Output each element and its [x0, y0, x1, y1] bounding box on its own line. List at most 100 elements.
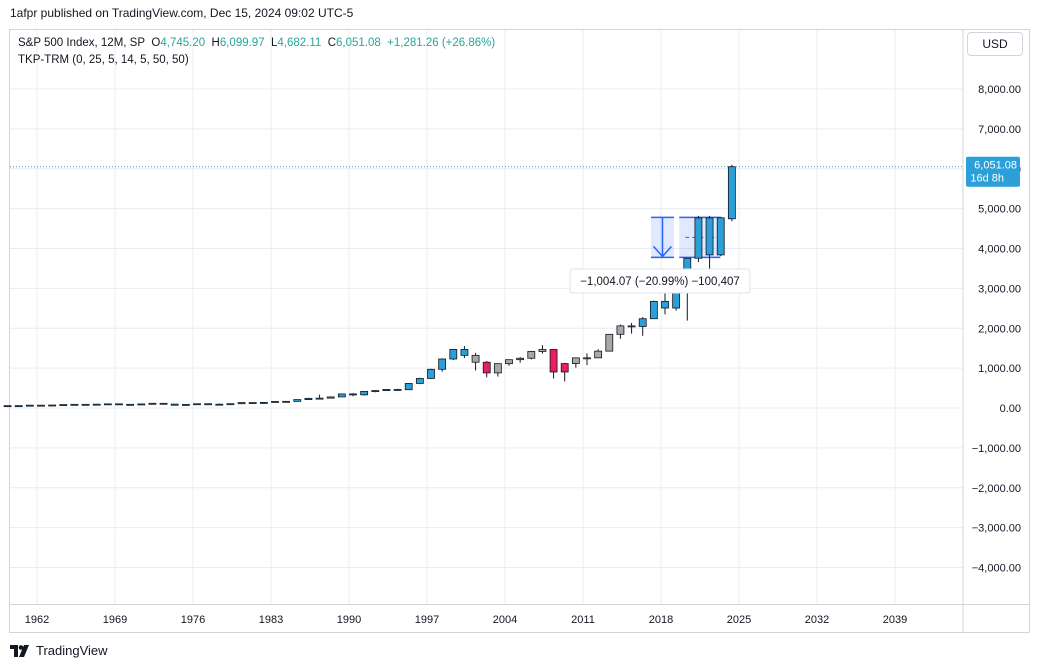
candle-body	[549, 349, 558, 373]
measure-label: −1,004.07 (−20.99%) −100,407	[569, 268, 751, 294]
legend-low-label: L	[270, 37, 278, 49]
candle-body	[193, 403, 201, 406]
legend-high-label: H	[211, 37, 220, 49]
candle-body	[3, 405, 12, 408]
x-tick-label: 2011	[571, 614, 595, 626]
candle-body	[505, 359, 513, 365]
candle-body	[103, 403, 112, 406]
candle-body	[259, 402, 268, 404]
candles	[3, 164, 736, 408]
candle-body	[571, 357, 580, 364]
price-axis: 8,000.007,000.006,000.005,000.004,000.00…	[962, 30, 1021, 632]
candle-body	[59, 404, 68, 407]
candle-body	[482, 361, 491, 374]
candle-body	[360, 390, 369, 396]
candle-body	[516, 357, 525, 361]
candle-body	[583, 357, 591, 360]
candle-body	[14, 405, 23, 408]
candle-body	[527, 351, 536, 359]
candle-body	[560, 363, 569, 373]
candle-body	[337, 393, 346, 398]
x-tick-label: 1976	[181, 614, 205, 626]
candle-body	[460, 349, 469, 356]
candle-body	[215, 403, 224, 406]
last-price-value: 6,051.08	[974, 160, 1017, 172]
y-tick-label: 1,000.00	[978, 363, 1021, 375]
candle-body	[694, 217, 703, 259]
candle-body	[404, 383, 413, 391]
measure-label-text: −1,004.07 (−20.99%) −100,407	[580, 276, 740, 288]
y-tick-label: 3,000.00	[978, 283, 1021, 295]
candle-body	[126, 403, 135, 406]
candle-body	[382, 389, 391, 392]
candle-body	[271, 401, 279, 403]
time-axis: 1962 1969 1976 1983 1990 1997 2004 2011 2018 2025…	[10, 604, 1030, 626]
y-tick-label: 5,000.00	[978, 204, 1021, 216]
x-tick-label: 1990	[337, 614, 361, 626]
candle-body	[70, 403, 79, 406]
candle-body	[25, 404, 34, 407]
candle-body	[170, 403, 179, 406]
candle-body	[304, 397, 313, 400]
y-tick-label: 8,000.00	[978, 84, 1021, 96]
publish-info: 1afpr published on TradingView.com, Dec …	[10, 6, 354, 20]
candle-body	[627, 325, 636, 328]
candle-body	[638, 318, 647, 327]
candle-body	[237, 402, 246, 405]
candle-body	[661, 300, 669, 309]
candle-body	[649, 300, 658, 320]
legend: S&P 500 Index, 12M, SP O4,745.20 H6,099.…	[18, 35, 495, 69]
y-tick-label: −1,000.00	[972, 443, 1021, 455]
candle-body	[148, 402, 157, 405]
y-tick-label: 2,000.00	[978, 323, 1021, 335]
x-tick-label: 2004	[493, 614, 517, 626]
tradingview-logo[interactable]: TradingView	[10, 643, 108, 658]
y-tick-label: −3,000.00	[972, 523, 1021, 535]
y-tick-label: 4,000.00	[978, 244, 1021, 256]
candle-body	[159, 402, 168, 405]
candle-body	[705, 217, 714, 256]
legend-change: +1,281.26 (+26.86%)	[387, 37, 496, 49]
x-tick-label: 2025	[727, 614, 751, 626]
candle-body	[315, 397, 324, 400]
candle-body	[471, 354, 480, 363]
last-price-badge-bg	[966, 156, 1020, 187]
currency-button[interactable]: USD	[967, 32, 1023, 56]
legend-open-value: 4,745.20	[160, 37, 206, 49]
candle-body	[248, 402, 257, 404]
candle-body	[181, 404, 190, 406]
candle-body	[371, 390, 380, 393]
candle-body	[427, 368, 435, 379]
y-tick-label: 0.00	[1000, 403, 1021, 415]
candle-body	[204, 403, 213, 406]
legend-close-value: 6,051.08	[336, 37, 381, 49]
x-tick-label: 1969	[103, 614, 127, 626]
legend-indicator[interactable]: TKP-TRM (0, 25, 5, 14, 5, 50, 50)	[18, 54, 189, 66]
x-tick-label: 1962	[25, 614, 49, 626]
legend-open-label: O	[151, 37, 161, 49]
candle-body	[605, 333, 614, 352]
legend-symbol[interactable]: S&P 500 Index, 12M, SP	[18, 37, 146, 49]
legend-low-value: 4,682.11	[277, 37, 322, 49]
candle-body	[716, 217, 725, 256]
chart-frame	[9, 29, 1030, 633]
x-tick-label: 1983	[259, 614, 283, 626]
grid-lines	[10, 30, 963, 604]
measure-arrow-head	[652, 245, 673, 258]
y-tick-label: −4,000.00	[972, 563, 1021, 575]
legend-ohlc-row[interactable]: S&P 500 Index, 12M, SP O4,745.20 H6,099.…	[18, 35, 495, 52]
candle-body	[415, 378, 424, 384]
y-tick-label: −2,000.00	[972, 483, 1021, 495]
candle-body	[37, 404, 45, 407]
x-tick-label: 2032	[805, 614, 829, 626]
candle-body	[137, 403, 146, 406]
candle-body	[449, 349, 458, 360]
legend-high-value: 6,099.97	[219, 37, 265, 49]
candle-body	[594, 350, 603, 359]
tradingview-logo-icon	[10, 644, 29, 657]
x-tick-label: 2018	[649, 614, 673, 626]
candle-body	[538, 349, 547, 352]
candle-body	[226, 403, 235, 406]
candle-body	[81, 403, 90, 406]
